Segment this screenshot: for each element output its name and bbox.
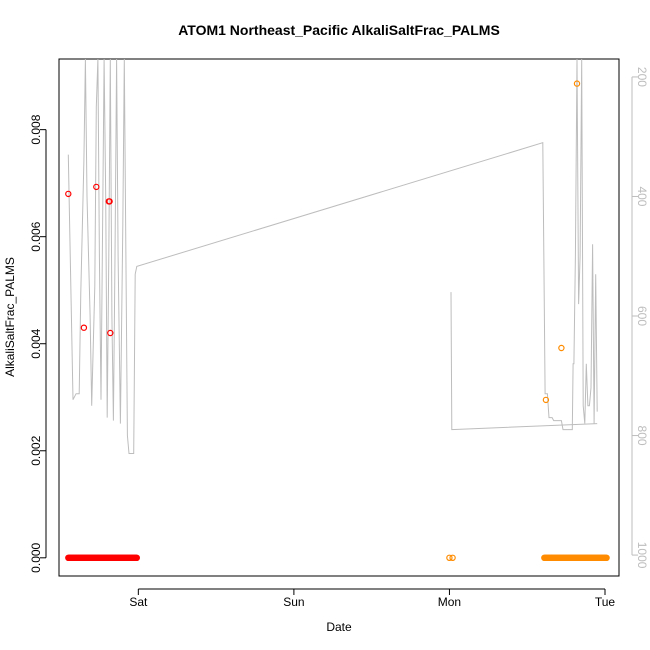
baseline-point	[133, 554, 140, 562]
data-point	[542, 396, 550, 404]
right-tick-label: 1000	[635, 542, 649, 569]
data-point	[446, 554, 453, 562]
line-series-segment-1	[450, 292, 598, 431]
data-point	[80, 324, 88, 331]
right-tick-label: 200	[635, 67, 649, 87]
y-axis-title: AlkaliSaltFrac_PALMS	[3, 257, 17, 377]
data-point	[107, 329, 114, 337]
data-point	[106, 198, 113, 205]
right-tick-label: 800	[635, 426, 649, 446]
line-series-group	[67, 58, 598, 454]
y-tick-label: 0.002	[29, 435, 43, 465]
line-series	[67, 58, 598, 454]
right-axis: 200 400 600 800 1000	[631, 67, 649, 569]
y-tick-label: 0.000	[29, 542, 43, 572]
data-point	[65, 190, 72, 198]
y-tick-label: 0.008	[29, 114, 43, 144]
data-point	[93, 183, 100, 191]
x-tick-label: Tue	[595, 595, 616, 609]
data-point	[558, 344, 565, 352]
y-axis: 0.000 0.002 0.004 0.006 0.008	[29, 114, 47, 573]
chart-title: ATOM1 Northeast_Pacific AlkaliSaltFrac_P…	[178, 22, 500, 38]
data-point	[449, 554, 456, 562]
points-group	[65, 80, 610, 562]
x-tick-label: Sun	[283, 595, 304, 609]
right-tick-label: 400	[635, 186, 649, 206]
x-tick-label: Mon	[438, 595, 461, 609]
y-tick-label: 0.004	[29, 328, 43, 358]
data-point	[573, 80, 581, 87]
right-tick-label: 600	[635, 306, 649, 326]
y-tick-label: 0.006	[29, 221, 43, 251]
x-axis: Sat Sun Mon Tue	[129, 588, 616, 609]
x-axis-title: Date	[326, 620, 352, 634]
x-tick-label: Sat	[129, 595, 148, 609]
plot-frame	[58, 58, 620, 577]
baseline-point	[603, 554, 610, 562]
